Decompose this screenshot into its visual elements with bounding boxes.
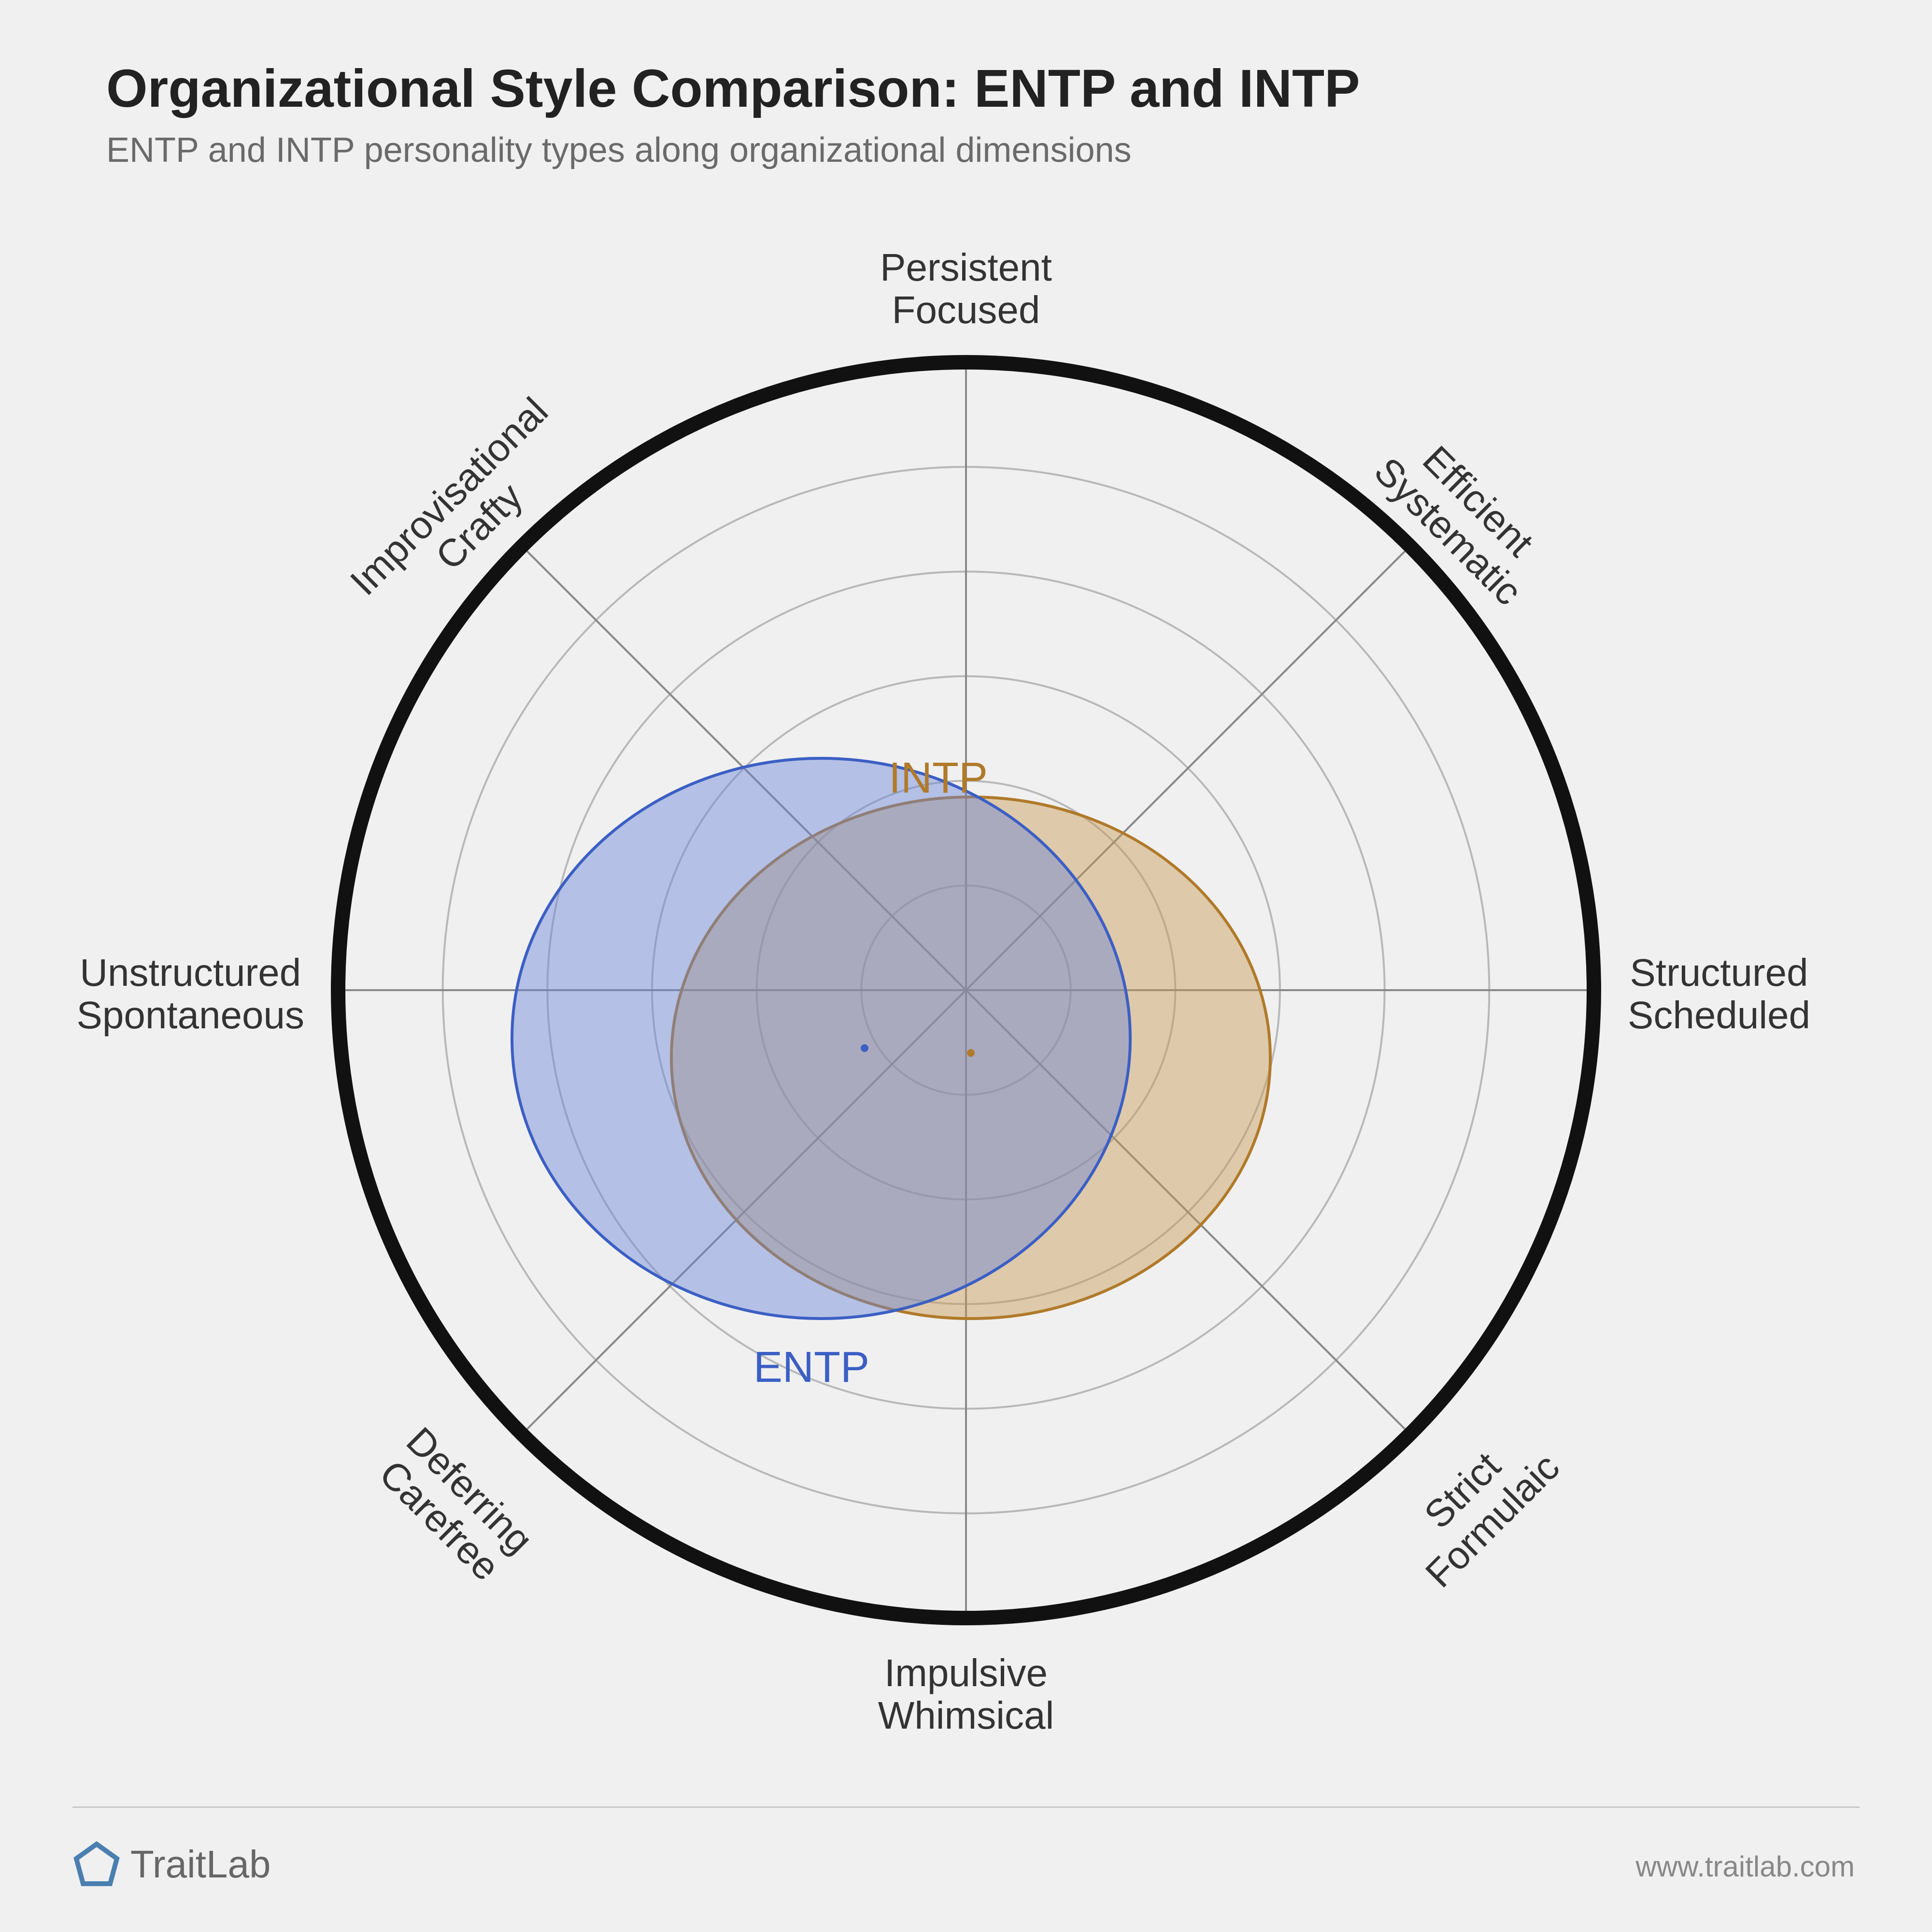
footer-url: www.traitlab.com	[1636, 1850, 1855, 1883]
logo-pentagon-icon	[72, 1840, 121, 1889]
chart-frame: Organizational Style Comparison: ENTP an…	[0, 0, 1932, 1932]
axis-label: StructuredScheduled	[1628, 952, 1810, 1037]
series-label-entp: ENTP	[753, 1343, 869, 1392]
footer-divider	[72, 1806, 1860, 1808]
brand-name: TraitLab	[130, 1842, 271, 1887]
axis-label: PersistentFocused	[880, 246, 1052, 331]
footer-brand: TraitLab	[72, 1840, 271, 1889]
axis-label: UnstructuredSpontaneous	[76, 952, 304, 1037]
series-label-intp: INTP	[889, 753, 988, 803]
axis-label: ImpulsiveWhimsical	[878, 1652, 1054, 1737]
